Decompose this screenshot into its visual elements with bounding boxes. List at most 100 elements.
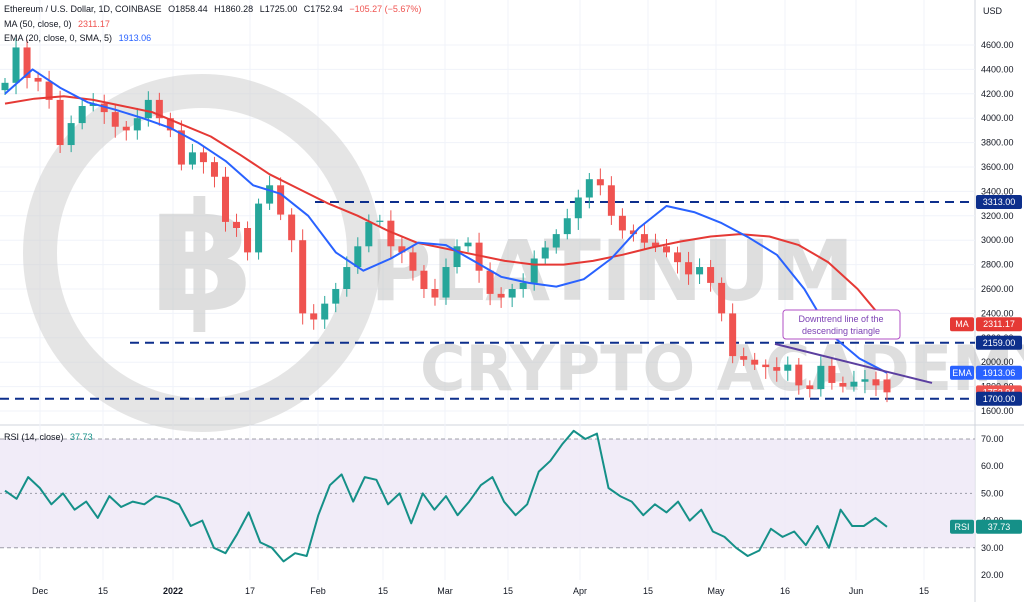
downtrend-line (774, 342, 933, 384)
candle-body (795, 364, 803, 386)
candle-body (299, 240, 307, 314)
price-tick-label: 2000.00 (981, 357, 1014, 367)
candle-body (585, 179, 593, 198)
ohlc-low: L1725.00 (259, 4, 298, 14)
chart-title: Ethereum / U.S. Dollar, 1D, COINBASE (4, 4, 162, 14)
candle-body (663, 246, 670, 253)
candle-body (618, 215, 626, 231)
candle-body (707, 267, 715, 283)
watermark: ฿ PLATINUM CRYPTO ACADEMY (23, 74, 1024, 432)
rsi-line (4, 429, 888, 563)
candle-body (78, 106, 86, 124)
indicator-lines (4, 68, 933, 563)
ma-tag-bg (976, 317, 1022, 332)
candle-body (729, 313, 737, 357)
candle-body (718, 282, 726, 314)
time-tick-label: 15 (98, 586, 108, 596)
ema-legend-value: 1913.06 (118, 33, 152, 43)
candle-body (34, 77, 42, 82)
candle-body (133, 118, 141, 131)
candle-body (508, 289, 516, 298)
candle-body (861, 379, 869, 382)
sup-tag-value: 1700.00 (983, 394, 1016, 404)
ema-tag-label-bg (950, 365, 974, 380)
candle-body (409, 252, 417, 271)
price-tick-label: 4200.00 (981, 89, 1014, 99)
candle-body (222, 176, 229, 222)
ma-legend-label: MA (50, close, 0) (4, 19, 72, 29)
time-tick-label: 15 (503, 586, 513, 596)
ema-legend-label: EMA (20, close, 0, SMA, 5) (4, 33, 113, 43)
candle-body (464, 242, 472, 247)
price-tick-label: 3600.00 (981, 162, 1014, 172)
ma-legend: MA (50, close, 0) 2311.17 (4, 19, 110, 29)
ema20-line (4, 68, 888, 374)
rsi-band (0, 439, 975, 548)
rsi-tick-label: 20.00 (981, 570, 1004, 580)
price-tick-label: 3800.00 (981, 138, 1014, 148)
rsi-legend-value: 37.73 (70, 432, 93, 442)
candle-body (453, 246, 461, 268)
time-tick-label: May (707, 586, 725, 596)
candle-body (640, 234, 648, 243)
price-tick-label: 4600.00 (981, 40, 1014, 50)
ema-tag-bg (976, 365, 1022, 380)
price-tick-label: 4000.00 (981, 113, 1014, 123)
candle-body (45, 81, 53, 100)
candle-body (244, 228, 252, 253)
candle-body (574, 197, 582, 219)
currency-label: USD (982, 6, 1002, 16)
candle-body (255, 203, 263, 253)
candle-body (850, 381, 858, 387)
candle-body (1, 82, 9, 91)
candle-body (596, 179, 604, 186)
candle-body (519, 282, 527, 289)
candle-body (67, 123, 75, 146)
rsi-tag-label-bg (950, 519, 974, 534)
candle-body (100, 103, 108, 113)
time-tick-label: Jun (849, 586, 864, 596)
candle-body (828, 365, 836, 383)
candle-body (685, 262, 693, 275)
price-tick-label: 2400.00 (981, 308, 1014, 318)
res2-tag-value: 2159.00 (983, 338, 1016, 348)
watermark-line2: CRYPTO ACADEMY (420, 332, 1024, 405)
candle-body (12, 47, 20, 83)
ma-tag-value: 2311.17 (983, 319, 1015, 329)
candles (1, 38, 891, 403)
candle-body (376, 220, 384, 222)
res-tag-bg (976, 195, 1022, 210)
price-tick-label: 3400.00 (981, 186, 1014, 196)
candle-body (497, 293, 505, 298)
res2-tag-bg (976, 335, 1022, 350)
candle-body (839, 382, 847, 387)
time-tick-label: 15 (643, 586, 653, 596)
candle-body (387, 220, 395, 247)
candle-body (332, 289, 340, 304)
candle-body (277, 185, 285, 215)
res-tag-value: 3313.00 (983, 197, 1016, 207)
candle-body (773, 367, 781, 371)
price-tick-label: 3000.00 (981, 235, 1014, 245)
candle-body (166, 118, 174, 131)
ohlc-change: −105.27 (−5.67%) (349, 4, 422, 14)
candle-body (122, 126, 130, 131)
candle-body (23, 47, 31, 78)
candle-body (486, 270, 494, 294)
watermark-ring (23, 74, 381, 432)
ohlc-open: O1858.44 (168, 4, 208, 14)
candle-body (530, 258, 538, 283)
annotation-line1: Downtrend line of the (798, 314, 883, 324)
candle-body (354, 246, 362, 268)
candle-body (762, 364, 770, 368)
candle-body (177, 130, 185, 165)
annotation: Downtrend line of the descending triangl… (782, 309, 901, 340)
candle-body (288, 214, 296, 241)
candle-body (365, 221, 373, 247)
ema-legend: EMA (20, close, 0, SMA, 5) 1913.06 (4, 33, 151, 43)
candle-body (629, 230, 637, 235)
ema-tag-value: 1913.06 (983, 368, 1016, 378)
time-tick-label: Apr (573, 586, 587, 596)
candle-body (696, 267, 704, 275)
